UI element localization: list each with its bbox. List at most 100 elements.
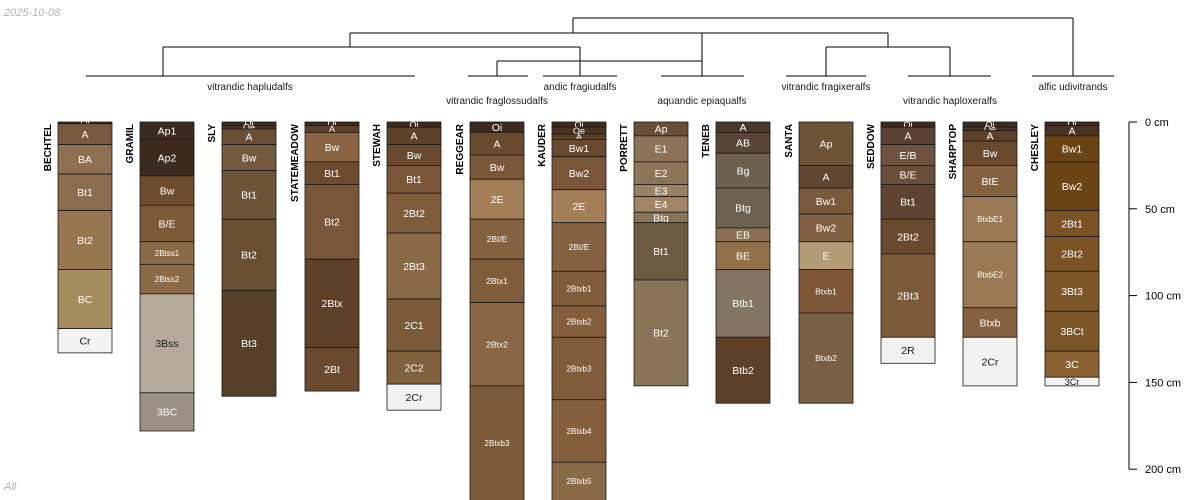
- horizon: [469, 302, 525, 387]
- soil-profile: SANTA Ap A Bw1 Bw2 E Btxb1 Btxb2: [784, 121, 854, 404]
- horizon-label: 2Bt2: [403, 208, 425, 220]
- horizon: [221, 289, 277, 397]
- profile-name: REGGEAR: [455, 123, 466, 174]
- soil-profile: STEWAH OiA Bw Bt1 2Bt2 2Bt3 2C1 2C2 2Cr: [372, 120, 442, 411]
- horizon-label: 2Bt3: [403, 261, 425, 273]
- horizon: [962, 196, 1018, 243]
- profile-name: GRAMIL: [125, 124, 136, 163]
- horizon-label: 2E: [491, 194, 504, 206]
- horizon-label: Bw1: [816, 196, 837, 208]
- horizon-label: Bw: [325, 142, 340, 154]
- horizon: [551, 399, 607, 463]
- horizon: [469, 178, 525, 220]
- horizon: [633, 222, 689, 281]
- horizon-label: 2Bt: [324, 364, 340, 376]
- horizon-label: Btg: [653, 212, 669, 224]
- horizon-label: BC: [78, 294, 93, 306]
- horizon: [880, 253, 936, 338]
- horizon-label: A: [410, 131, 417, 143]
- horizon-label: Ap2: [158, 152, 177, 164]
- soil-profile: BECHTEL OiA BA Bt1 Bt2 BC Cr: [43, 118, 113, 354]
- horizon-label: Cr: [79, 336, 91, 348]
- horizon-label: Bt2: [324, 217, 340, 229]
- horizon-label: A: [739, 122, 746, 134]
- horizon: [1044, 161, 1100, 211]
- horizon-label: BtE: [982, 176, 999, 188]
- horizon-label: Bt1: [900, 197, 916, 209]
- horizon-label: 2Btx2: [486, 339, 508, 349]
- horizon-label: BtxbE1: [977, 215, 1003, 224]
- horizon-label: Ap: [820, 138, 833, 150]
- horizon: [962, 164, 1018, 198]
- soil-profile: STATEMEADOW OiA Bw Bt1 Bt2 2Btx 2Bt: [290, 119, 360, 392]
- horizon-label: B/E: [900, 170, 917, 182]
- horizon: [57, 328, 113, 354]
- horizon-label: A: [329, 124, 335, 134]
- group-label: vitrandic haploxeralfs: [903, 96, 997, 107]
- horizon: [551, 461, 607, 500]
- horizon-label: Bw: [407, 150, 422, 162]
- horizon: [57, 144, 113, 175]
- horizon: [715, 269, 771, 338]
- horizon: [1044, 210, 1100, 237]
- axis-tick-label: 100 cm: [1145, 291, 1181, 303]
- soil-profile: CHESLEY OiA Bw1 Bw2 2Bt1 2Bt2 3Bt3 3BCt 3C 3Cr: [1030, 119, 1100, 387]
- profile-name: TENEB: [701, 124, 712, 158]
- horizon-label: E1: [655, 144, 668, 156]
- horizon: [551, 222, 607, 272]
- dendrogram: [86, 17, 1114, 77]
- horizon: [551, 156, 607, 191]
- axis-tick-label: 0 cm: [1145, 117, 1169, 129]
- horizon-label: Ap: [655, 124, 668, 136]
- horizon-label: Bw1: [1062, 144, 1083, 156]
- group-label: aquandic epiaqualfs: [658, 96, 747, 107]
- horizon-label: B/E: [159, 218, 176, 230]
- horizon-label: 3Bss: [155, 338, 178, 350]
- horizon: [551, 270, 607, 307]
- horizon: [798, 312, 854, 404]
- horizon: [1044, 310, 1100, 352]
- horizon: [386, 164, 442, 194]
- profile-name: KAUDER: [537, 123, 548, 167]
- horizon-label: 2Btxb1: [567, 285, 592, 294]
- horizon-label: BtxbE2: [977, 271, 1003, 280]
- horizon-label: Bw2: [569, 168, 590, 180]
- horizon-label: BA: [78, 154, 92, 166]
- profile-name: SEDDOW: [866, 123, 877, 169]
- horizon-label: Oi: [1068, 119, 1077, 129]
- horizon-label: A: [493, 138, 500, 150]
- horizon-label: Oe: [573, 126, 585, 136]
- profile-name: SANTA: [784, 124, 795, 158]
- group-label: alfic udivitrands: [1039, 82, 1108, 93]
- horizon-label: BE: [736, 250, 750, 262]
- horizon-label: Btg: [735, 203, 751, 215]
- horizon-label: Bt3: [241, 338, 257, 350]
- horizon-label: 2Btss1: [155, 249, 180, 258]
- group-label: vitrandic hapludalfs: [207, 82, 293, 93]
- horizon-label: 2Btxb2: [567, 318, 592, 327]
- horizon-label: A: [904, 131, 911, 143]
- horizon-label: E2: [655, 168, 668, 180]
- horizon: [139, 293, 195, 394]
- horizon: [469, 218, 525, 260]
- profile-name: STEWAH: [372, 124, 383, 167]
- date-stamp: 2025-10-08: [4, 7, 61, 19]
- horizon: [715, 336, 771, 404]
- horizon-label: Oi: [986, 120, 995, 130]
- horizon: [139, 204, 195, 243]
- horizon-label: Oe: [984, 124, 996, 134]
- horizon: [304, 132, 360, 163]
- horizon-label: Bw: [490, 162, 505, 174]
- horizon-label: AB: [736, 138, 750, 150]
- horizon: [386, 232, 442, 300]
- horizon-label: 2C2: [404, 362, 423, 374]
- horizon: [386, 383, 442, 411]
- horizon-label: Btb1: [732, 298, 754, 310]
- horizon: [962, 307, 1018, 338]
- horizon: [1044, 270, 1100, 312]
- horizon: [798, 121, 854, 166]
